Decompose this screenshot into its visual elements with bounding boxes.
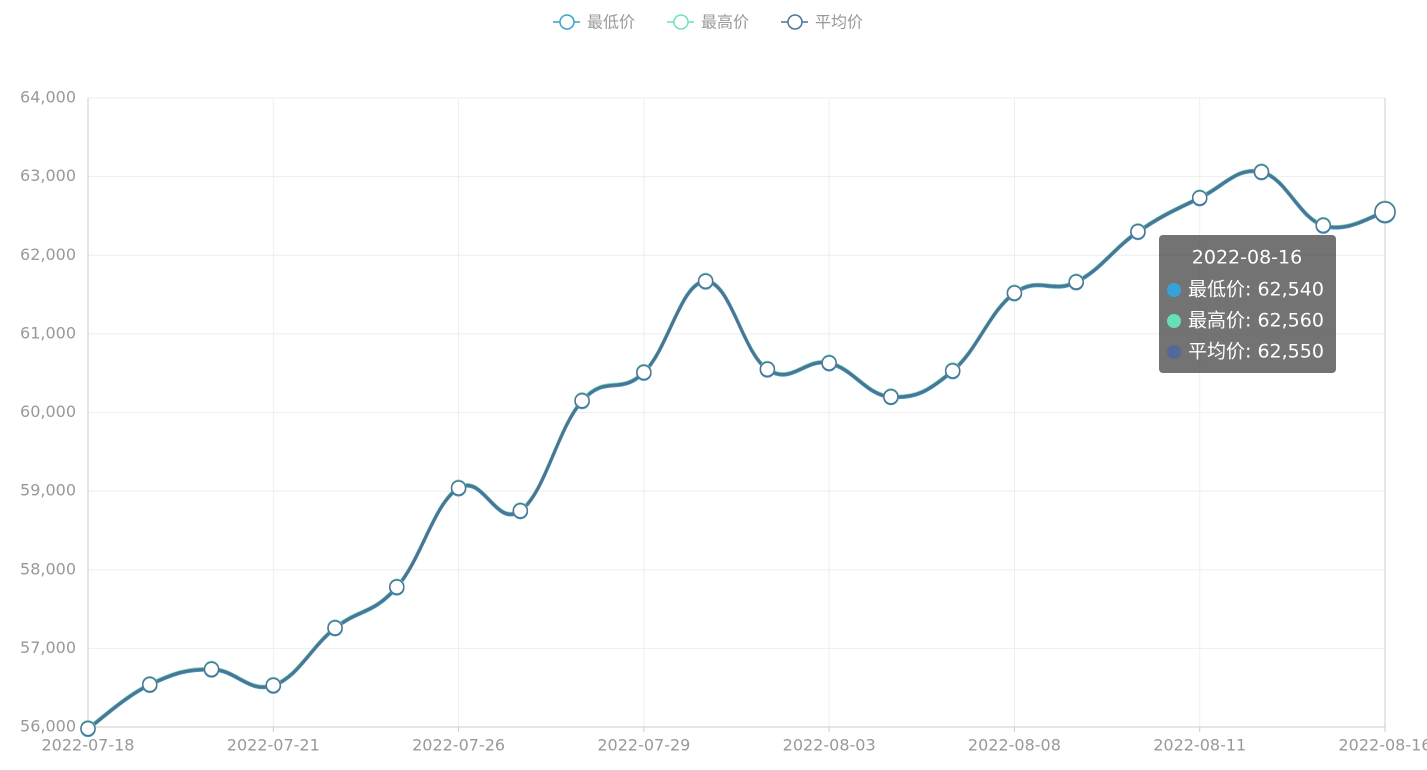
tooltip-dot (1167, 345, 1181, 359)
x-tick-label: 2022-08-03 (783, 736, 876, 755)
data-point (883, 389, 899, 405)
data-point (203, 661, 220, 677)
y-tick-label: 64,000 (20, 88, 76, 107)
legend-label: 平均价 (815, 13, 863, 32)
legend-label: 最低价 (587, 13, 635, 32)
x-tick-label: 2022-07-18 (42, 736, 135, 755)
data-point (1253, 164, 1270, 180)
data-point (759, 361, 776, 378)
data-point (142, 676, 158, 693)
data-point (80, 720, 96, 737)
data-point (1130, 223, 1146, 240)
data-point (1315, 217, 1331, 234)
tooltip-box (1159, 235, 1336, 373)
tooltip-title: 2022-08-16 (1192, 247, 1302, 269)
legend-label: 最高价 (701, 13, 749, 32)
y-tick-label: 62,000 (20, 245, 76, 264)
data-point (1068, 274, 1084, 290)
legend: 最低价 最高价 平均价 (553, 13, 863, 32)
x-tick-label: 2022-08-16 (1339, 736, 1427, 755)
y-tick-label: 61,000 (20, 323, 76, 342)
legend-icon (673, 14, 689, 30)
tooltip-dot (1167, 283, 1181, 297)
y-tick-label: 58,000 (20, 559, 76, 578)
data-point (944, 363, 961, 379)
data-point (821, 355, 837, 371)
y-tick-label: 56,000 (20, 717, 76, 736)
data-point (327, 620, 343, 636)
series-line (87, 169, 1386, 730)
data-point (574, 392, 590, 409)
data-point (636, 364, 652, 381)
data-point (1374, 201, 1396, 223)
x-tick-label: 2022-07-21 (227, 736, 320, 755)
x-tick-label: 2022-07-26 (412, 736, 505, 755)
data-point (697, 273, 714, 289)
legend-icon (787, 14, 803, 30)
data-point (1191, 190, 1208, 206)
tooltip-item: 最低价: 62,540 (1188, 279, 1324, 301)
x-tick-label: 2022-08-08 (968, 736, 1061, 755)
data-point (512, 503, 529, 519)
legend-icon (559, 14, 575, 30)
y-tick-label: 57,000 (20, 638, 76, 657)
y-tick-label: 63,000 (20, 166, 76, 185)
data-point (389, 579, 405, 595)
tooltip-dot (1167, 314, 1181, 328)
x-tick-label: 2022-07-29 (597, 736, 690, 755)
tooltip: 2022-08-16 最低价: 62,540 最高价: 62,560 平均价: 62,… (1159, 235, 1336, 373)
data-point (265, 677, 282, 694)
x-tick-label: 2022-08-11 (1153, 736, 1246, 755)
tooltip-item: 平均价: 62,550 (1188, 341, 1324, 363)
tooltip-item: 最高价: 62,560 (1188, 310, 1324, 332)
data-point (1006, 285, 1023, 301)
y-tick-label: 60,000 (20, 402, 76, 421)
data-point (450, 480, 467, 496)
y-tick-label: 59,000 (20, 481, 76, 500)
